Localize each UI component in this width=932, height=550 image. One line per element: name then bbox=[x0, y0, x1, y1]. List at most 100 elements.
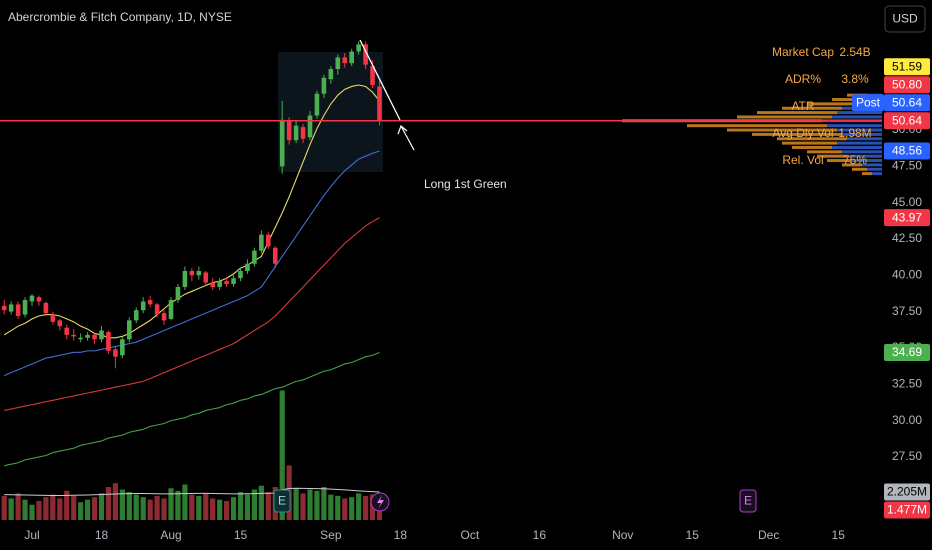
price-marker: 43.97 bbox=[884, 209, 930, 227]
candle-body bbox=[127, 320, 132, 340]
arrow-head bbox=[397, 124, 408, 135]
profile-up bbox=[832, 98, 862, 102]
volume-bar bbox=[50, 494, 56, 520]
volume-bar bbox=[314, 490, 320, 520]
currency-button[interactable]: USD bbox=[884, 5, 926, 33]
volume-bar bbox=[175, 490, 181, 520]
profile-down bbox=[847, 137, 882, 141]
event-label[interactable]: E bbox=[278, 494, 286, 508]
volume-bar bbox=[356, 493, 362, 520]
profile-up bbox=[737, 115, 832, 119]
volume-bar bbox=[237, 492, 244, 520]
candle-body bbox=[1, 305, 7, 311]
candle-body bbox=[175, 286, 181, 301]
volume-marker: 2.205M bbox=[884, 483, 930, 501]
volume-bar bbox=[293, 488, 299, 520]
profile-up bbox=[782, 141, 837, 145]
x-tick-label: Sep bbox=[320, 528, 342, 542]
candle-body bbox=[349, 51, 354, 64]
volume-bar bbox=[363, 495, 369, 520]
candle-body bbox=[356, 44, 361, 52]
candle-body bbox=[113, 349, 118, 357]
price-marker-label: 50.64 bbox=[892, 113, 922, 127]
candle-body bbox=[85, 334, 90, 338]
price-marker-box bbox=[884, 94, 930, 112]
profile-down bbox=[837, 128, 882, 132]
candle-body bbox=[272, 247, 278, 264]
volume-bar bbox=[335, 495, 341, 520]
candle-body bbox=[161, 313, 167, 321]
event-box[interactable] bbox=[739, 489, 757, 513]
currency-label[interactable]: USD bbox=[892, 12, 918, 26]
volume-bar bbox=[196, 495, 202, 520]
x-tick-label: 18 bbox=[95, 528, 109, 542]
candle-body bbox=[29, 295, 35, 302]
profile-down bbox=[832, 145, 882, 149]
volume-bar bbox=[78, 502, 84, 520]
profile-down bbox=[862, 163, 882, 167]
price-marker-box bbox=[884, 76, 930, 94]
candle-body bbox=[245, 263, 250, 271]
candle-body bbox=[133, 310, 139, 321]
profile-up bbox=[687, 124, 827, 128]
profile-up bbox=[852, 167, 867, 171]
candle-body bbox=[36, 297, 42, 302]
volume-bar bbox=[22, 499, 28, 520]
price-marker: 50.64 Post bbox=[852, 94, 930, 112]
y-tick-label: 47.50 bbox=[892, 159, 922, 173]
event-marker[interactable]: E bbox=[739, 489, 757, 513]
price-marker-box bbox=[884, 343, 930, 361]
price-marker-box bbox=[884, 112, 930, 130]
volume-bar bbox=[217, 499, 223, 520]
volume-bar bbox=[29, 504, 35, 520]
currency-box[interactable] bbox=[884, 5, 926, 33]
volume-bar bbox=[244, 494, 251, 520]
candle-body bbox=[314, 93, 320, 116]
moving-average bbox=[4, 217, 380, 411]
candle-body bbox=[224, 281, 229, 285]
candle-body bbox=[203, 272, 209, 283]
volume-bar bbox=[119, 489, 125, 520]
price-marker: 48.56 bbox=[884, 142, 930, 160]
event-label[interactable]: E bbox=[744, 494, 752, 508]
candle-body bbox=[342, 57, 348, 64]
volume-bar bbox=[251, 489, 257, 520]
candle-body bbox=[50, 314, 56, 322]
candle-body bbox=[300, 127, 306, 139]
price-marker-box bbox=[884, 209, 930, 227]
x-tick-label: Oct bbox=[461, 528, 480, 542]
x-tick-label: 15 bbox=[686, 528, 700, 542]
event-marker[interactable]: E bbox=[273, 489, 291, 513]
candle-body bbox=[196, 270, 202, 276]
x-tick-label: Dec bbox=[758, 528, 779, 542]
stat-label: Market Cap bbox=[772, 45, 834, 59]
profile-up bbox=[842, 163, 862, 167]
price-marker-box bbox=[884, 58, 930, 76]
volume-bar bbox=[321, 486, 327, 520]
candle-body bbox=[154, 304, 160, 315]
event-box[interactable] bbox=[273, 489, 291, 513]
volume-marker-label: 2.205M bbox=[887, 485, 927, 499]
chart-title: Abercrombie & Fitch Company, 1D, NYSE bbox=[8, 10, 232, 24]
profile-up bbox=[752, 132, 842, 136]
candle-body bbox=[210, 282, 215, 287]
annotation: Long 1st Green bbox=[424, 177, 507, 191]
profile-down bbox=[867, 167, 882, 171]
volume-bar bbox=[133, 494, 139, 520]
stat-value: 1.98M bbox=[838, 126, 871, 140]
volume-bar bbox=[161, 498, 167, 520]
price-marker-label: 43.97 bbox=[892, 210, 922, 224]
volume-marker-box bbox=[884, 501, 930, 519]
stat-value: 75% bbox=[843, 153, 867, 167]
volume-bar bbox=[203, 493, 209, 520]
x-tick-label: Aug bbox=[160, 528, 181, 542]
volume-bar bbox=[71, 495, 77, 520]
price-marker-label: 51.59 bbox=[892, 59, 922, 73]
candle-body bbox=[363, 44, 368, 65]
y-tick-label: 37.50 bbox=[892, 304, 922, 318]
candle-body bbox=[266, 234, 271, 247]
dividend-marker[interactable] bbox=[370, 492, 390, 512]
volume-bar bbox=[85, 499, 91, 520]
